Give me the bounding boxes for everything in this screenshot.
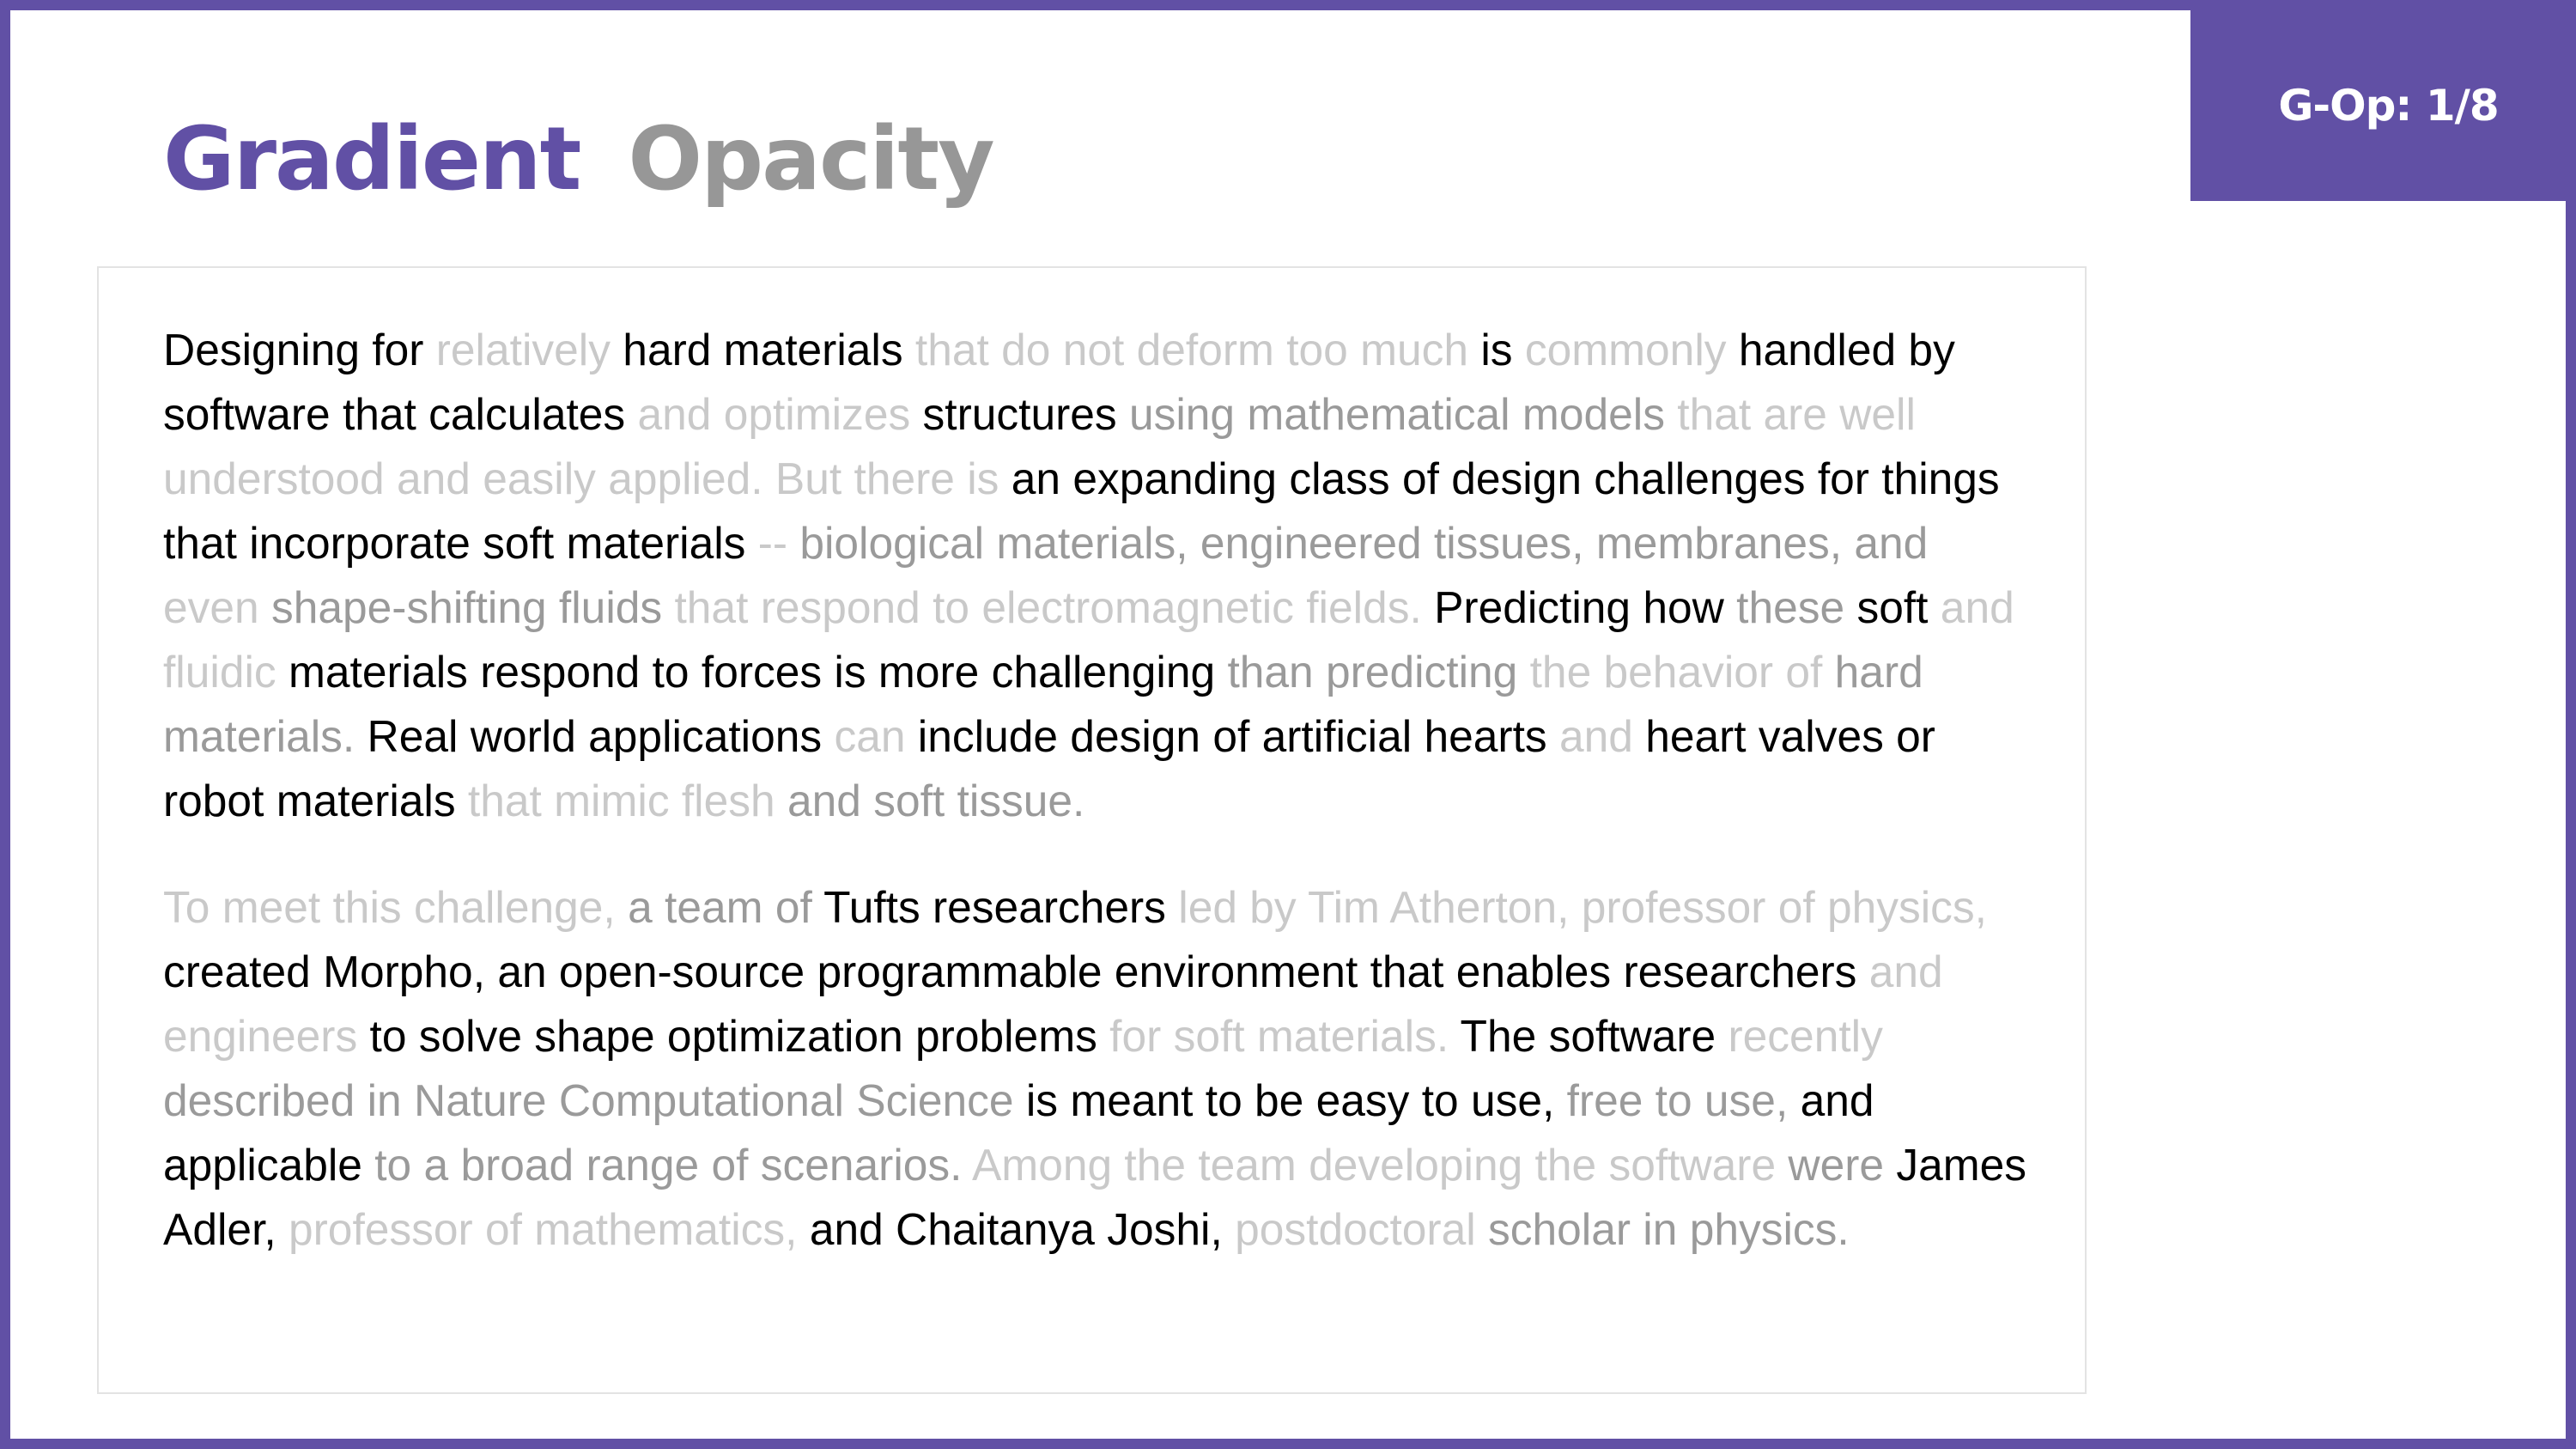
text-segment: The software	[1460, 1011, 1728, 1061]
text-segment: described in Nature Computational Scienc…	[163, 1075, 1026, 1125]
text-segment: even	[163, 582, 271, 632]
text-segment: commonly	[1524, 325, 1739, 374]
article-text: Designing for relatively hard materials …	[163, 318, 2031, 1262]
text-segment: To meet this challenge,	[163, 882, 629, 932]
slide-counter-badge: G-Op: 1/8	[2190, 10, 2576, 201]
text-segment: and soft tissue.	[787, 776, 1085, 825]
text-segment: that are well understood and easily appl…	[163, 389, 1916, 503]
text-segment: that mimic flesh	[467, 776, 787, 825]
text-segment: soft	[1856, 582, 1941, 632]
text-segment: using mathematical models	[1128, 389, 1678, 439]
text-segment: Among the team	[971, 1140, 1309, 1190]
text-segment: created Morpho, an open-source programma…	[163, 947, 1869, 996]
text-segment: the behavior of	[1529, 647, 1835, 697]
text-segment: than predicting	[1227, 647, 1530, 697]
text-segment: structures	[922, 389, 1129, 439]
text-segment: and	[1854, 518, 1929, 568]
text-segment: scholar in physics.	[1487, 1204, 1850, 1254]
text-segment: Designing for	[163, 325, 436, 374]
text-segment: Real world applications	[367, 711, 835, 761]
text-segment: to solve shape optimization problems	[369, 1011, 1110, 1061]
text-segment: professor of mathematics,	[289, 1204, 810, 1254]
text-segment: Tufts researchers	[823, 882, 1179, 932]
text-segment: these	[1736, 582, 1857, 632]
text-segment: relatively	[435, 325, 623, 374]
text-segment: a team of	[628, 882, 824, 932]
text-segment: postdoctoral	[1235, 1204, 1488, 1254]
paragraph: Designing for relatively hard materials …	[163, 318, 2031, 833]
text-segment: that do not deform too much	[914, 325, 1481, 374]
text-segment: biological materials, engineered tissues…	[799, 518, 1855, 568]
text-segment: include design of artificial hearts	[917, 711, 1559, 761]
text-segment: free to use,	[1566, 1075, 1801, 1125]
text-segment: and applicable	[163, 1075, 1874, 1190]
title-bold-word: Gradient	[163, 108, 581, 210]
text-segment: recently	[1728, 1011, 1883, 1061]
text-segment: Predicting how	[1434, 582, 1737, 632]
text-segment: developing the software	[1309, 1140, 1789, 1190]
text-segment: James Adler,	[163, 1140, 2027, 1254]
text-segment: hard materials	[623, 325, 915, 374]
text-segment: shape-shifting fluids	[270, 582, 675, 632]
text-segment: led by Tim Atherton, professor of physic…	[1178, 882, 1987, 932]
text-segment: is meant to be easy to use,	[1025, 1075, 1567, 1125]
title-light-word: Opacity	[628, 108, 994, 210]
text-segment: handled by software that calculates	[163, 325, 1955, 439]
text-segment: were	[1788, 1140, 1897, 1190]
text-segment: and Chaitanya Joshi,	[809, 1204, 1236, 1254]
text-segment: is	[1480, 325, 1525, 374]
text-segment: an expanding class of design challenges …	[163, 454, 2000, 568]
text-segment: and	[1558, 711, 1646, 761]
paragraph: To meet this challenge, a team of Tufts …	[163, 875, 2031, 1262]
text-segment: and fluidic	[163, 582, 2014, 697]
text-segment: heart valves or robot materials	[163, 711, 1935, 825]
text-segment: for soft materials.	[1109, 1011, 1461, 1061]
text-segment: and engineers	[163, 947, 1943, 1061]
text-segment: hard materials.	[163, 647, 1923, 761]
slide-title: Gradient Opacity	[163, 111, 995, 208]
text-segment: that respond to electromagnetic fields.	[674, 582, 1435, 632]
text-card	[97, 266, 2087, 1394]
text-segment: to a broad range of scenarios.	[374, 1140, 972, 1190]
text-segment: can	[834, 711, 918, 761]
text-segment: materials respond to forces is more chal…	[288, 647, 1228, 697]
text-segment: --	[757, 518, 800, 568]
text-segment: and optimizes	[637, 389, 923, 439]
